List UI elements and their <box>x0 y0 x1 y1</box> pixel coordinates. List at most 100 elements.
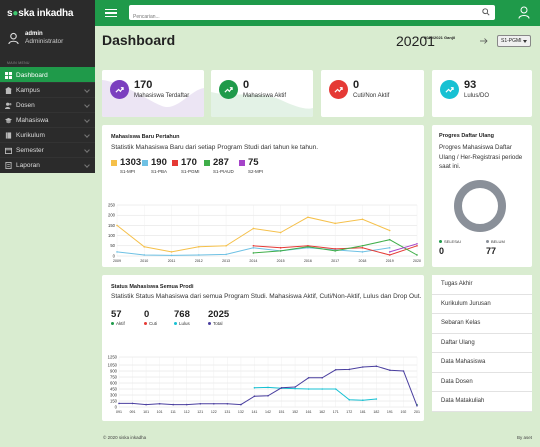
kpi-value: 170 <box>181 157 197 168</box>
legend-done-label: SELESAI <box>444 239 461 244</box>
link-kurikulum-jurusan[interactable]: Kurikulum Jurusan <box>432 294 532 314</box>
search-input[interactable] <box>129 9 469 25</box>
report-icon <box>5 161 12 169</box>
x-tick-label: 101 <box>143 410 149 414</box>
x-tick-label: 131 <box>224 410 230 414</box>
sidebar-item-mahasiswa[interactable]: Mahasiswa <box>0 112 95 127</box>
series-line <box>254 386 377 401</box>
kpi-label: Total <box>213 321 223 326</box>
data-point <box>170 251 173 253</box>
kpi-value: 2025 <box>208 309 230 320</box>
sidebar-item-semester[interactable]: Semester <box>0 142 95 157</box>
x-tick-label: 2016 <box>304 259 312 263</box>
data-point <box>225 253 227 256</box>
chevron-down-icon <box>84 117 90 123</box>
x-tick-label: 2015 <box>277 259 285 263</box>
sidebar-item-label: Laporan <box>16 161 40 169</box>
sidebar-item-dosen[interactable]: Dosen <box>0 97 95 112</box>
brand-logo-pre: s <box>7 7 13 19</box>
data-point <box>143 246 146 248</box>
data-point <box>158 403 161 405</box>
data-point <box>252 227 255 230</box>
kpi-value: 1303 <box>120 157 142 168</box>
x-tick-label: 192 <box>400 410 406 414</box>
data-point <box>267 395 269 397</box>
x-tick-label: 2010 <box>140 259 148 263</box>
brand-logo[interactable]: s●ska inkadha <box>7 7 74 19</box>
search-icon[interactable] <box>482 8 490 16</box>
series-line <box>389 243 418 253</box>
legend-pending: BELUM <box>486 239 505 244</box>
data-point <box>225 245 227 247</box>
kpi-s2-mpi: 75 S2-MPI <box>239 157 263 174</box>
x-tick-label: 151 <box>279 410 285 414</box>
y-tick-label: 900 <box>110 368 118 373</box>
data-point <box>198 246 200 248</box>
kpi-label: S2-MPI <box>248 169 264 174</box>
stat-value: 0 <box>243 79 250 91</box>
y-tick-label: 100 <box>108 233 116 238</box>
sidebar-item-kurikulum[interactable]: Kurikulum <box>0 127 95 142</box>
status-panel: Status Mahasiswa Semua Prodi Statistik S… <box>102 275 424 421</box>
x-tick-label: 2014 <box>249 259 257 263</box>
chevron-down-icon <box>84 147 90 153</box>
x-tick-label: 2019 <box>386 259 394 263</box>
sidebar-item-dashboard[interactable]: Dashboard <box>0 67 95 82</box>
profile-name: admin <box>25 31 43 37</box>
trend-icon <box>110 80 129 99</box>
stat-card-terdaftar: 170 Mahasiswa Terdaftar <box>102 70 204 117</box>
kpi-value: 0 <box>144 309 150 320</box>
link-data-matakuliah[interactable]: Data Matakuliah <box>432 392 532 412</box>
panel-title: Progres Daftar Ulang <box>439 133 495 139</box>
trend-icon <box>219 80 238 99</box>
kpi-value: 190 <box>151 157 167 168</box>
registration-donut <box>454 180 506 232</box>
x-tick-label: 111 <box>170 410 175 414</box>
prodi-select[interactable]: S1-PGMI <box>497 35 531 47</box>
link-tugas-akhir[interactable]: Tugas Akhir <box>432 275 532 295</box>
hamburger-menu-icon[interactable] <box>101 3 121 23</box>
footer-credit[interactable]: By aset <box>516 435 532 440</box>
legend-done: SELESAI <box>439 239 461 244</box>
kpi-s1-mpi: 1303 S1-MPI <box>111 157 141 174</box>
data-point <box>416 405 418 407</box>
data-point <box>252 247 255 249</box>
x-tick-label: 2017 <box>331 259 339 263</box>
data-point <box>375 398 378 400</box>
data-point <box>252 252 255 254</box>
data-point <box>375 365 378 367</box>
data-point <box>416 254 418 256</box>
prodi-select-value: S1-PGMI <box>501 38 522 44</box>
x-tick-label: 2012 <box>195 259 203 263</box>
book-icon <box>5 131 12 139</box>
data-point <box>240 403 242 406</box>
user-account-icon[interactable] <box>518 6 530 19</box>
data-point <box>307 216 309 219</box>
kpi-label: S1-PGMI <box>181 169 200 174</box>
sidebar-item-kampus[interactable]: Kampus <box>0 82 95 97</box>
x-tick-label: 112 <box>184 410 190 414</box>
pending-value: 77 <box>486 246 497 256</box>
page-title: Dashboard <box>102 32 176 48</box>
sidebar-item-laporan[interactable]: Laporan <box>0 157 95 172</box>
link-data-dosen[interactable]: Data Dosen <box>432 372 532 392</box>
link-sebaran-kelas[interactable]: Sebaran Kelas <box>432 314 532 334</box>
link-daftar-ulang[interactable]: Daftar Ulang <box>432 333 532 353</box>
data-point <box>334 388 337 390</box>
y-tick-label: 0 <box>115 404 118 409</box>
x-tick-label: 162 <box>319 410 325 414</box>
link-data-mahasiswa[interactable]: Data Mahasiswa <box>432 353 532 373</box>
chevron-down-icon <box>84 87 90 93</box>
kpi-total: 2025 Total <box>208 309 229 326</box>
chevron-down-icon <box>84 102 90 108</box>
period-label: 2020/2021 Ganjil <box>424 35 456 40</box>
y-tick-label: 300 <box>110 392 118 397</box>
data-point <box>118 402 120 405</box>
data-point <box>185 403 188 406</box>
data-point <box>388 247 391 249</box>
kpi-label: Aktif <box>116 321 125 326</box>
brand-bar: s●ska inkadha <box>0 0 95 26</box>
x-tick-label: 182 <box>373 410 379 414</box>
data-point <box>170 254 173 257</box>
